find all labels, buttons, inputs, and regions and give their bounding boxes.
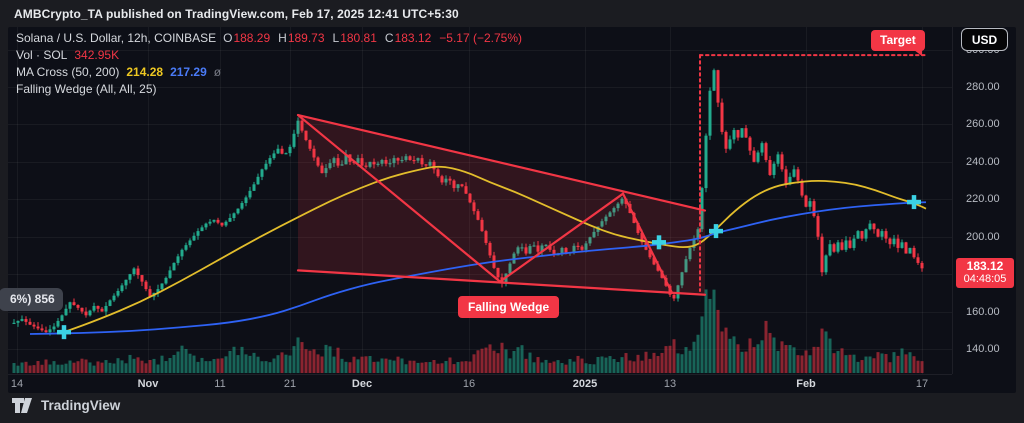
- bar-countdown: 04:48:05: [963, 273, 1007, 285]
- ma-cross-label: MA Cross (50, 200): [16, 65, 120, 79]
- time-tick-label: 11: [214, 378, 226, 390]
- price-tick-label: 220.00: [966, 193, 1000, 206]
- attribution-bar: AMBCrypto_TA published on TradingView.co…: [14, 7, 459, 21]
- price-tick-label: 260.00: [966, 118, 1000, 131]
- high-label: H: [278, 31, 287, 45]
- time-tick-label: 2025: [572, 378, 598, 390]
- last-price-label: 183.12 04:48:05: [956, 258, 1014, 288]
- legend-volume-row: Vol · SOL 342.95K: [16, 48, 522, 62]
- symbol-title: Solana / U.S. Dollar, 12h, COINBASE: [16, 31, 217, 45]
- open-label: O: [223, 31, 233, 45]
- ma50-value: 214.28: [126, 65, 164, 79]
- time-tick-label: 16: [462, 378, 476, 390]
- close-value: 183.12: [394, 31, 432, 45]
- time-tick-label: Nov: [137, 378, 159, 390]
- currency-toggle-button[interactable]: USD: [961, 28, 1008, 51]
- time-axis[interactable]: 14 Nov 11 21 Dec 16 2025 13 Feb 17: [8, 374, 952, 394]
- price-chart-canvas[interactable]: [8, 27, 1016, 393]
- last-price-value: 183.12: [966, 259, 1004, 273]
- time-tick-label: Feb: [796, 378, 816, 390]
- price-tick-label: 280.00: [966, 81, 1000, 93]
- chart-panel: Solana / U.S. Dollar, 12h, COINBASE O 188…: [0, 27, 1017, 394]
- time-tick-label: 21: [283, 378, 297, 390]
- chart-legend: Solana / U.S. Dollar, 12h, COINBASE O 188…: [16, 31, 522, 96]
- volume-value: 342.95K: [74, 48, 120, 62]
- price-axis[interactable]: 300.00280.00260.00240.00220.00200.00160.…: [952, 27, 1017, 374]
- price-tick-label: 200.00: [966, 230, 1000, 243]
- close-label: C: [384, 31, 394, 45]
- price-tick-label: 240.00: [966, 155, 1000, 168]
- ma-cross-suffix: ø: [213, 65, 222, 79]
- ohlc-values: O 188.29 H 189.73 L 180.81 C 183.12 −5.17 (−…: [223, 31, 522, 45]
- falling-wedge-indicator-label: Falling Wedge (All, All, 25): [16, 82, 157, 96]
- left-edge-tooltip: 6%) 856: [0, 288, 63, 311]
- time-tick-label: 14: [10, 378, 24, 390]
- low-value: 180.81: [340, 31, 377, 45]
- falling-wedge-annotation-label: Falling Wedge: [458, 296, 560, 318]
- low-label: L: [332, 31, 340, 45]
- legend-pattern-row: Falling Wedge (All, All, 25): [16, 82, 522, 96]
- ma200-value: 217.29: [170, 65, 207, 79]
- price-tick-label: 140.00: [966, 342, 1000, 355]
- price-tick-label: 160.00: [966, 305, 1000, 318]
- tradingview-logo-text: TradingView: [41, 398, 121, 413]
- time-tick-label: 17: [915, 378, 929, 390]
- time-tick-label: 13: [663, 378, 677, 390]
- change-value: −5.17 (−2.75%): [439, 31, 523, 45]
- open-value: 188.29: [233, 31, 271, 45]
- time-tick-label: Dec: [351, 378, 373, 390]
- legend-symbol-row: Solana / U.S. Dollar, 12h, COINBASE O 188…: [16, 31, 522, 45]
- target-annotation-label: Target: [871, 30, 925, 56]
- volume-label: Vol · SOL: [16, 48, 68, 62]
- tradingview-logo-icon: [12, 398, 34, 413]
- high-value: 189.73: [287, 31, 325, 45]
- legend-ma-cross-row: MA Cross (50, 200) 214.28 217.29 ø: [16, 65, 522, 79]
- tradingview-logo[interactable]: TradingView: [12, 398, 120, 413]
